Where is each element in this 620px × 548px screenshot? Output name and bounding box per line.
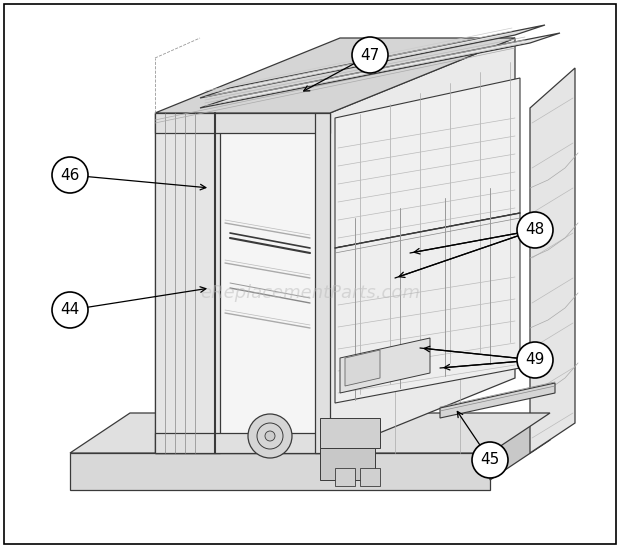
Polygon shape bbox=[70, 413, 550, 453]
Polygon shape bbox=[320, 418, 380, 448]
Polygon shape bbox=[155, 113, 330, 453]
Polygon shape bbox=[335, 78, 520, 248]
Polygon shape bbox=[440, 383, 555, 418]
Circle shape bbox=[517, 212, 553, 248]
Polygon shape bbox=[155, 113, 330, 133]
Polygon shape bbox=[340, 338, 430, 393]
Polygon shape bbox=[200, 33, 560, 108]
Circle shape bbox=[52, 157, 88, 193]
Polygon shape bbox=[200, 25, 545, 98]
Polygon shape bbox=[155, 113, 220, 453]
Text: eReplacementParts.com: eReplacementParts.com bbox=[200, 284, 420, 302]
Circle shape bbox=[265, 431, 275, 441]
Text: 49: 49 bbox=[525, 352, 545, 368]
Polygon shape bbox=[360, 468, 380, 486]
Text: 44: 44 bbox=[60, 302, 79, 317]
Circle shape bbox=[472, 442, 508, 478]
Polygon shape bbox=[330, 38, 515, 453]
Text: 45: 45 bbox=[480, 453, 500, 467]
Circle shape bbox=[248, 414, 292, 458]
Polygon shape bbox=[320, 448, 375, 480]
Polygon shape bbox=[155, 433, 330, 453]
Circle shape bbox=[52, 292, 88, 328]
Polygon shape bbox=[530, 68, 575, 453]
Polygon shape bbox=[155, 38, 515, 113]
Polygon shape bbox=[315, 113, 330, 453]
Polygon shape bbox=[490, 403, 550, 480]
Text: 46: 46 bbox=[60, 168, 80, 182]
Circle shape bbox=[517, 342, 553, 378]
Polygon shape bbox=[70, 453, 490, 490]
Polygon shape bbox=[345, 350, 380, 386]
Polygon shape bbox=[335, 468, 355, 486]
Text: 47: 47 bbox=[360, 48, 379, 62]
Polygon shape bbox=[335, 213, 520, 403]
Text: 48: 48 bbox=[525, 222, 544, 237]
Circle shape bbox=[352, 37, 388, 73]
